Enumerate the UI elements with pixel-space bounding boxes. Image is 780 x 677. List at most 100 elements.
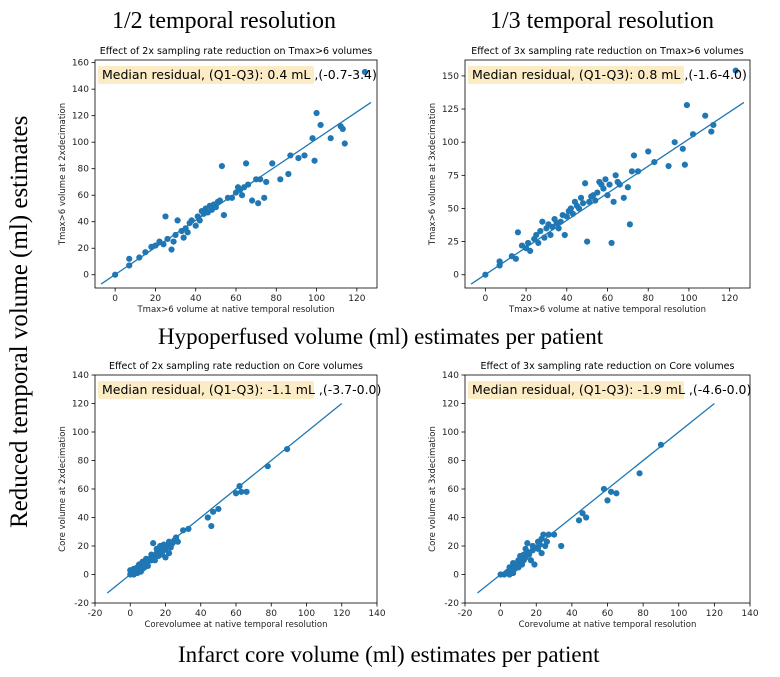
residual-annotation: Median residual, (Q1-Q3): -1.1 mL ,(-3.7…	[102, 382, 381, 397]
data-point	[514, 229, 522, 236]
chart-core-2x: Effect of 2x sampling rate reduction on …	[58, 361, 386, 630]
y-tick-label: 0	[83, 571, 89, 581]
y-tick-label: 0	[453, 271, 459, 281]
y-tick-label: 140	[442, 371, 459, 381]
x-tick-label: 20	[160, 609, 172, 619]
data-point	[549, 223, 556, 231]
data-point	[126, 262, 133, 269]
chart-title: Effect of 3x sampling rate reduction on …	[481, 361, 735, 372]
chart-tmax-2x: Effect of 2x sampling rate reduction on …	[58, 46, 378, 315]
y-tick-label: 60	[78, 191, 90, 201]
y-axis-label: Tmax>6 volume at 2xdecimation	[58, 103, 68, 246]
data-point	[284, 446, 291, 453]
data-point	[150, 540, 157, 547]
data-point	[550, 531, 558, 538]
y-tick-label: 25	[448, 238, 459, 248]
data-point	[665, 162, 672, 170]
column-title-third: 1/3 temporal resolution	[490, 8, 714, 34]
x-tick-label: 60	[602, 294, 614, 304]
y-tick-label: 160	[72, 59, 89, 69]
residual-annotation-box	[98, 381, 314, 399]
data-point	[168, 246, 175, 253]
x-tick-label: 20	[531, 609, 543, 619]
data-point	[151, 557, 159, 564]
x-tick-label: 80	[266, 609, 278, 619]
data-point	[575, 517, 583, 524]
data-point	[249, 197, 256, 204]
data-point	[162, 213, 169, 220]
data-point	[317, 121, 324, 129]
x-tick-label: 0	[127, 609, 133, 619]
y-tick-label: 140	[72, 371, 89, 381]
data-point	[285, 170, 292, 178]
data-point	[287, 152, 294, 159]
x-tick-label: 40	[566, 609, 578, 619]
y-tick-label: 40	[448, 514, 460, 524]
data-point	[255, 200, 262, 207]
data-point	[604, 192, 611, 199]
data-point	[702, 112, 709, 119]
data-point	[236, 483, 243, 490]
data-point	[180, 234, 187, 241]
y-tick-label: 40	[78, 514, 90, 524]
data-point	[524, 540, 531, 547]
data-point	[634, 168, 642, 175]
data-point	[671, 139, 678, 146]
data-point	[311, 157, 318, 164]
y-axis-label: Core volume at 2xdecimation	[58, 426, 68, 552]
data-point	[269, 160, 276, 167]
y-tick-label: 125	[442, 105, 459, 115]
data-point	[160, 241, 167, 248]
y-tick-label: 80	[78, 457, 90, 467]
x-tick-label: 100	[670, 609, 687, 619]
y-tick-label: 0	[83, 271, 89, 281]
data-point	[569, 210, 576, 217]
data-point	[630, 152, 638, 159]
row-label-hypoperfused: Hypoperfused volume (ml) estimates per p…	[158, 324, 604, 349]
x-tick-label: 20	[150, 294, 162, 304]
y-tick-label: -20	[74, 599, 89, 609]
data-point	[708, 128, 715, 135]
y-tick-label: 100	[72, 428, 89, 438]
data-point	[543, 538, 551, 545]
data-point	[539, 218, 546, 225]
x-tick-label: 40	[190, 294, 202, 304]
chart-title: Effect of 3x sampling rate reduction on …	[471, 46, 744, 57]
y-tick-label: 120	[442, 400, 459, 410]
data-point	[533, 231, 540, 239]
y-tick-label: 60	[448, 485, 460, 495]
data-point	[626, 221, 633, 228]
data-point	[651, 158, 658, 166]
x-tick-label: 120	[348, 294, 365, 304]
chart-title: Effect of 2x sampling rate reduction on …	[100, 46, 373, 57]
data-point	[244, 181, 252, 188]
data-point	[184, 229, 191, 236]
data-point	[192, 222, 199, 229]
data-point	[238, 192, 246, 199]
data-point	[526, 551, 533, 558]
data-point	[185, 525, 192, 532]
data-point	[309, 135, 316, 142]
data-point	[541, 234, 548, 241]
data-point	[579, 200, 587, 207]
row-label-infarct-core: Infarct core volume (ml) estimates per p…	[178, 642, 600, 667]
data-point	[602, 176, 609, 183]
chart-tmax-3x: Effect of 3x sampling rate reduction on …	[428, 46, 751, 315]
data-point	[679, 145, 686, 152]
x-tick-label: 20	[520, 294, 532, 304]
data-point	[142, 249, 149, 256]
data-point	[538, 550, 545, 557]
data-point	[610, 198, 617, 205]
shared-y-axis-label: Reduced temporal volume (ml) estimates	[6, 115, 33, 528]
data-point	[732, 67, 739, 74]
chart-title: Effect of 2x sampling rate reduction on …	[109, 361, 363, 372]
data-point	[558, 542, 565, 550]
data-point	[327, 135, 334, 142]
y-tick-label: 75	[448, 171, 459, 181]
data-point	[238, 488, 245, 495]
data-point	[512, 255, 519, 262]
plot-frame	[94, 59, 378, 289]
data-point	[263, 178, 270, 186]
x-tick-label: 40	[561, 294, 573, 304]
data-point	[215, 505, 222, 513]
